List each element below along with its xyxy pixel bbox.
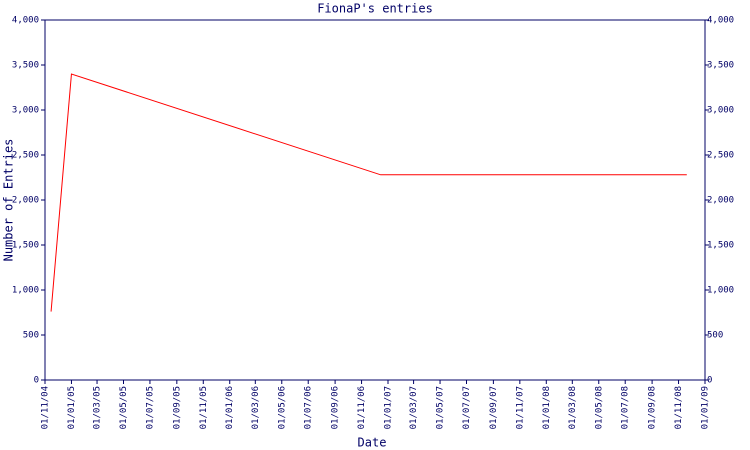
y2-tick-label: 4,000: [707, 16, 734, 26]
x-tick-label: 01/03/05: [93, 386, 103, 429]
x-tick-label: 01/01/08: [542, 386, 552, 429]
y2-tick-label: 2,500: [707, 151, 734, 161]
x-tick-label: 01/11/07: [515, 386, 525, 429]
x-tick-label: 01/11/05: [199, 386, 209, 429]
y-tick-label: 1,500: [12, 241, 39, 251]
x-tick-label: 01/09/06: [331, 386, 341, 429]
y-tick-label: 4,000: [12, 16, 39, 26]
x-tick-label: 01/01/09: [701, 386, 711, 429]
y2-tick-label: 1,000: [707, 286, 734, 296]
y-tick-label: 1,000: [12, 286, 39, 296]
y2-tick-label: 3,500: [707, 61, 734, 71]
x-tick-label: 01/05/07: [436, 386, 446, 429]
x-tick-label: 01/05/05: [119, 386, 129, 429]
y-tick-label: 3,500: [12, 61, 39, 71]
x-tick-label: 01/07/07: [462, 386, 472, 429]
x-tick-label: 01/09/05: [172, 386, 182, 429]
data-line: [50, 73, 687, 312]
plot-frame: [44, 19, 706, 381]
y-tick-label: 0: [34, 376, 39, 386]
x-tick-label: 01/03/06: [251, 386, 261, 429]
x-tick-label: 01/09/07: [489, 386, 499, 429]
y-tick-label: 2,000: [12, 196, 39, 206]
x-tick-label: 01/03/07: [409, 386, 419, 429]
x-tick-label: 01/07/05: [145, 386, 155, 429]
x-tick-label: 01/11/08: [674, 386, 684, 429]
y2-tick-label: 3,000: [707, 106, 734, 116]
x-tick-label: 01/01/05: [67, 386, 77, 429]
x-tick-label: 01/01/06: [225, 386, 235, 429]
x-tick-label: 01/05/08: [594, 386, 604, 429]
y-axis-label: Number of Entries: [2, 139, 16, 262]
y-tick-label: 2,500: [12, 151, 39, 161]
x-tick-label: 01/07/08: [621, 386, 631, 429]
x-tick-label: 01/03/08: [568, 386, 578, 429]
x-tick-label: 01/01/07: [384, 386, 394, 429]
y2-tick-label: 1,500: [707, 241, 734, 251]
x-tick-label: 01/05/06: [277, 386, 287, 429]
x-tick-label: 01/09/08: [648, 386, 658, 429]
x-tick-label: 01/11/06: [357, 386, 367, 429]
x-tick-label: 01/07/06: [304, 386, 314, 429]
x-tick-label: 01/11/04: [41, 386, 51, 429]
y2-tick-label: 2,000: [707, 196, 734, 206]
y-tick-label: 3,000: [12, 106, 39, 116]
y2-tick-label: 500: [707, 331, 723, 341]
x-axis-label: Date: [358, 436, 387, 450]
y-tick-label: 500: [23, 331, 39, 341]
y2-tick-label: 0: [707, 376, 712, 386]
chart-title: FionaP's entries: [317, 2, 433, 16]
